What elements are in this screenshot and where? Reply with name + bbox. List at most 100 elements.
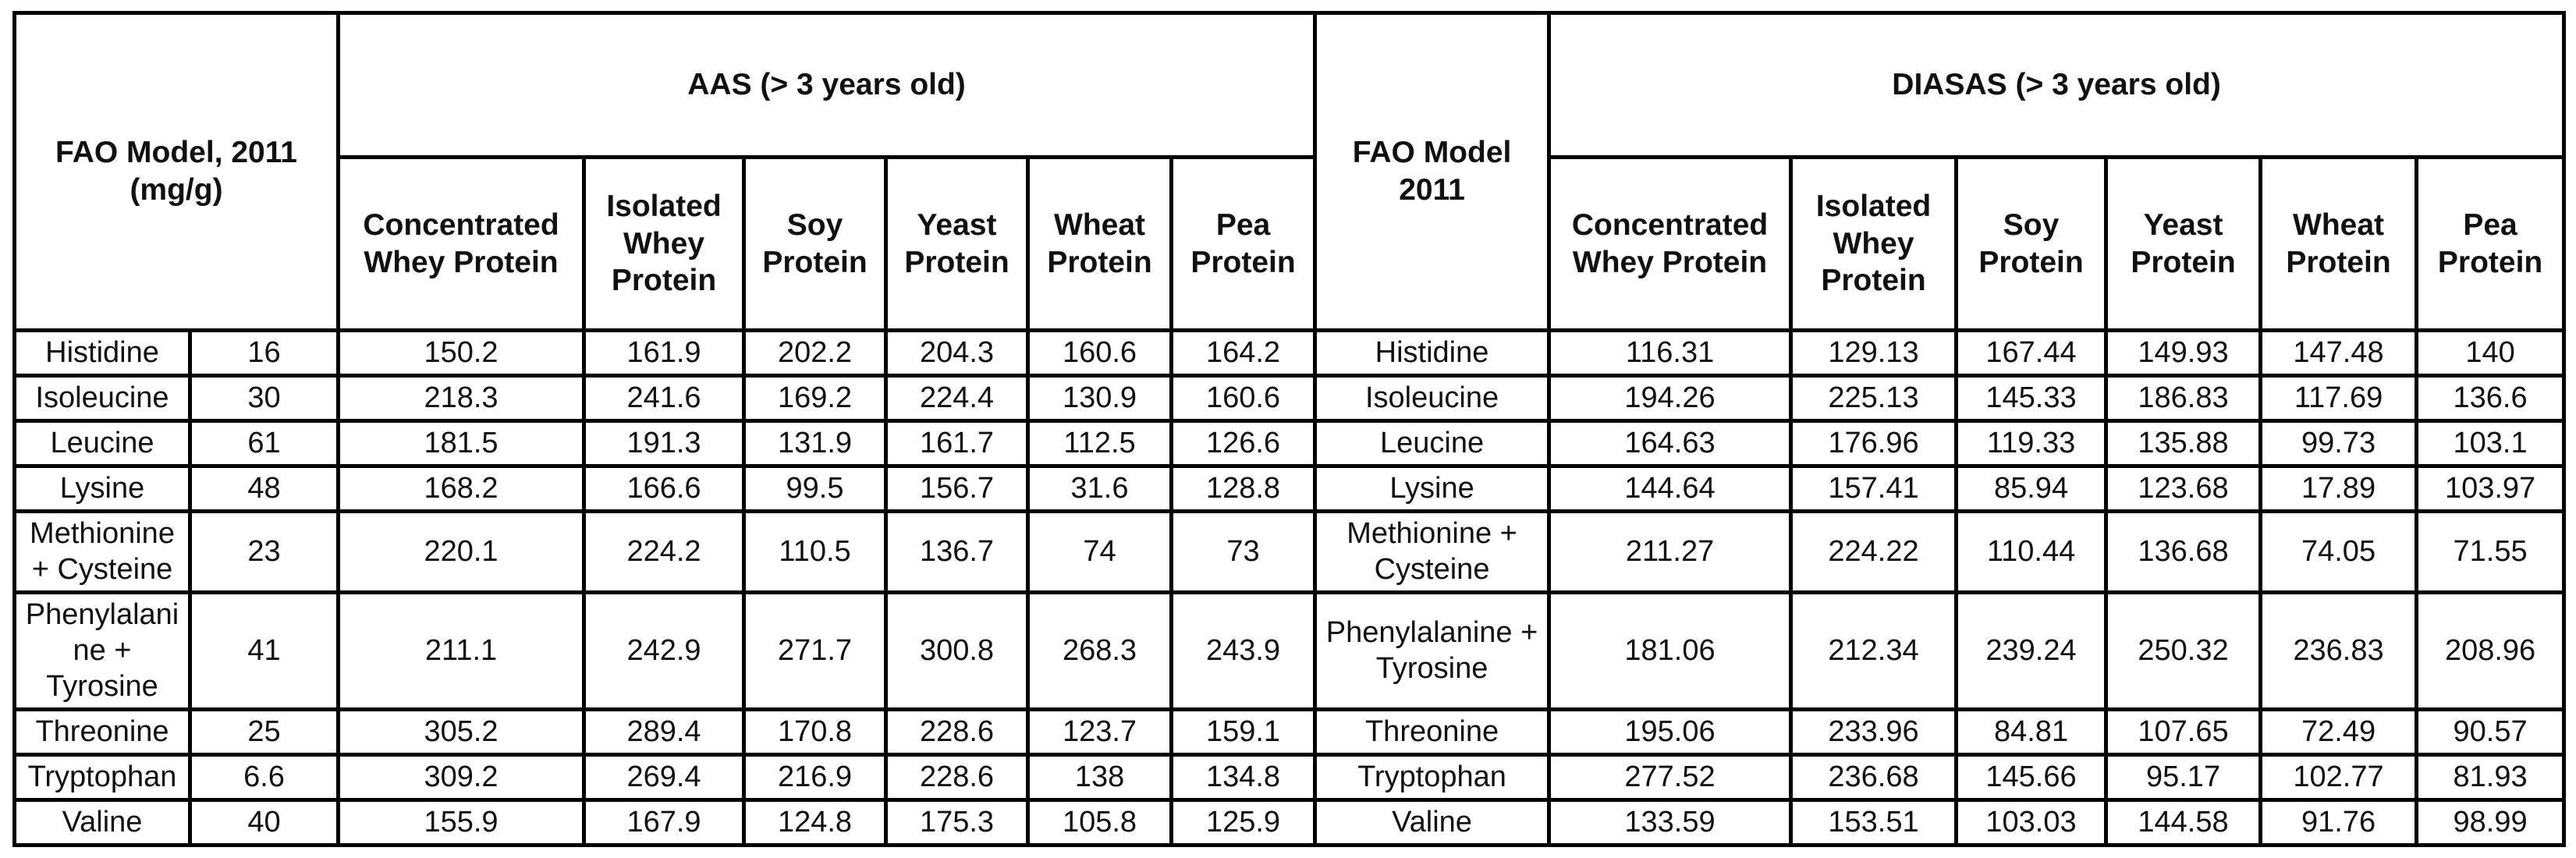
fao-requirement-value: 41 (187, 590, 341, 711)
amino-acid-name-left: Valine (12, 797, 192, 847)
aas-value: 211.1 (336, 590, 587, 711)
amino-acid-score-table: FAO Model, 2011 (mg/g) AAS (> 3 years ol… (12, 11, 2567, 847)
col-header-diasas-yeast: Yeast Protein (2104, 155, 2263, 332)
fao-requirement-value: 30 (187, 374, 341, 423)
aas-value: 268.3 (1026, 590, 1174, 711)
diasas-value: 117.69 (2258, 374, 2419, 423)
aas-value: 150.2 (336, 328, 587, 378)
amino-acid-name-left: Lysine (12, 464, 192, 513)
diasas-value: 236.83 (2258, 590, 2419, 711)
aas-value: 112.5 (1026, 419, 1174, 468)
diasas-value: 164.63 (1547, 419, 1794, 468)
col-header-diasas-isolated-whey: Isolated Whey Protein (1789, 155, 1959, 332)
diasas-value: 81.93 (2415, 752, 2567, 802)
diasas-value: 95.17 (2104, 752, 2263, 802)
table-row: Leucine 61 181.5 191.3 131.9 161.7 112.5 126.6 L… (12, 419, 2567, 468)
aas-value: 126.6 (1169, 419, 1318, 468)
amino-acid-name-left: Methionine + Cysteine (12, 509, 192, 594)
diasas-value: 236.68 (1789, 752, 1959, 802)
aas-value: 156.7 (884, 464, 1031, 513)
diasas-value: 186.83 (2104, 374, 2263, 423)
diasas-value: 250.32 (2104, 590, 2263, 711)
diasas-value: 140 (2415, 328, 2567, 378)
aas-value: 305.2 (336, 707, 587, 757)
diasas-value: 74.05 (2258, 509, 2419, 594)
diasas-value: 176.96 (1789, 419, 1959, 468)
aas-value: 216.9 (742, 752, 889, 802)
aas-value: 228.6 (884, 752, 1031, 802)
aas-value: 300.8 (884, 590, 1031, 711)
aas-value: 161.9 (582, 328, 747, 378)
diasas-value: 147.48 (2258, 328, 2419, 378)
aas-value: 228.6 (884, 707, 1031, 757)
aas-value: 218.3 (336, 374, 587, 423)
diasas-value: 233.96 (1789, 707, 1959, 757)
amino-acid-name-mid: Valine (1313, 797, 1552, 847)
diasas-value: 91.76 (2258, 797, 2419, 847)
amino-acid-name-mid: Threonine (1313, 707, 1552, 757)
diasas-value: 135.88 (2104, 419, 2263, 468)
aas-value: 220.1 (336, 509, 587, 594)
diasas-value: 225.13 (1789, 374, 1959, 423)
aas-value: 123.7 (1026, 707, 1174, 757)
aas-value: 289.4 (582, 707, 747, 757)
diasas-value: 144.58 (2104, 797, 2263, 847)
diasas-value: 211.27 (1547, 509, 1794, 594)
section-header-row: FAO Model, 2011 (mg/g) AAS (> 3 years ol… (12, 11, 2567, 332)
diasas-value: 144.64 (1547, 464, 1794, 513)
table-header: FAO Model, 2011 (mg/g) AAS (> 3 years ol… (12, 11, 2567, 332)
amino-acid-name-mid: Histidine (1313, 328, 1552, 378)
aas-value: 168.2 (336, 464, 587, 513)
amino-acid-name-mid: Tryptophan (1313, 752, 1552, 802)
aas-value: 134.8 (1169, 752, 1318, 802)
diasas-value: 136.68 (2104, 509, 2263, 594)
diasas-value: 194.26 (1547, 374, 1794, 423)
table-row: Tryptophan 6.6 309.2 269.4 216.9 228.6 138 134.… (12, 752, 2567, 802)
aas-value: 241.6 (582, 374, 747, 423)
diasas-value: 103.1 (2415, 419, 2567, 468)
diasas-value: 129.13 (1789, 328, 1959, 378)
table-row: Isoleucine 30 218.3 241.6 169.2 224.4 130.9 160… (12, 374, 2567, 423)
aas-value: 175.3 (884, 797, 1031, 847)
aas-value: 202.2 (742, 328, 889, 378)
diasas-value: 84.81 (1954, 707, 2109, 757)
col-header-diasas-soy: Soy Protein (1954, 155, 2109, 332)
diasas-value: 17.89 (2258, 464, 2419, 513)
diasas-value: 85.94 (1954, 464, 2109, 513)
aas-value: 155.9 (336, 797, 587, 847)
diasas-value: 133.59 (1547, 797, 1794, 847)
table-row: Methionine + Cysteine 23 220.1 224.2 110.5 13… (12, 509, 2567, 594)
aas-value: 124.8 (742, 797, 889, 847)
diasas-value: 116.31 (1547, 328, 1794, 378)
aas-section-header: AAS (> 3 years old) (336, 11, 1318, 159)
col-header-diasas-pea: Pea Protein (2415, 155, 2567, 332)
table-body: Histidine 16 150.2 161.9 202.2 204.3 160.6 164.… (12, 328, 2567, 847)
aas-value: 130.9 (1026, 374, 1174, 423)
diasas-value: 103.03 (1954, 797, 2109, 847)
col-header-aas-concentrated-whey: Concentrated Whey Protein (336, 155, 587, 332)
fao-requirement-value: 61 (187, 419, 341, 468)
amino-acid-name-left: Phenylalanine + Tyrosine (12, 590, 192, 711)
diasas-value: 107.65 (2104, 707, 2263, 757)
diasas-value: 123.68 (2104, 464, 2263, 513)
diasas-value: 167.44 (1954, 328, 2109, 378)
aas-value: 105.8 (1026, 797, 1174, 847)
diasas-value: 99.73 (2258, 419, 2419, 468)
amino-acid-name-left: Threonine (12, 707, 192, 757)
aas-value: 309.2 (336, 752, 587, 802)
amino-acid-name-mid: Lysine (1313, 464, 1552, 513)
diasas-section-header: DIASAS (> 3 years old) (1547, 11, 2567, 159)
diasas-value: 72.49 (2258, 707, 2419, 757)
aas-value: 138 (1026, 752, 1174, 802)
fao-requirement-value: 48 (187, 464, 341, 513)
table-row: Phenylalanine + Tyrosine 41 211.1 242.9 271.… (12, 590, 2567, 711)
col-header-diasas-wheat: Wheat Protein (2258, 155, 2419, 332)
aas-value: 269.4 (582, 752, 747, 802)
diasas-value: 102.77 (2258, 752, 2419, 802)
aas-value: 110.5 (742, 509, 889, 594)
aas-value: 166.6 (582, 464, 747, 513)
diasas-value: 90.57 (2415, 707, 2567, 757)
diasas-value: 239.24 (1954, 590, 2109, 711)
protein-header-row: Concentrated Whey Protein Isolated Whey … (15, 155, 2567, 332)
fao-requirement-value: 23 (187, 509, 341, 594)
